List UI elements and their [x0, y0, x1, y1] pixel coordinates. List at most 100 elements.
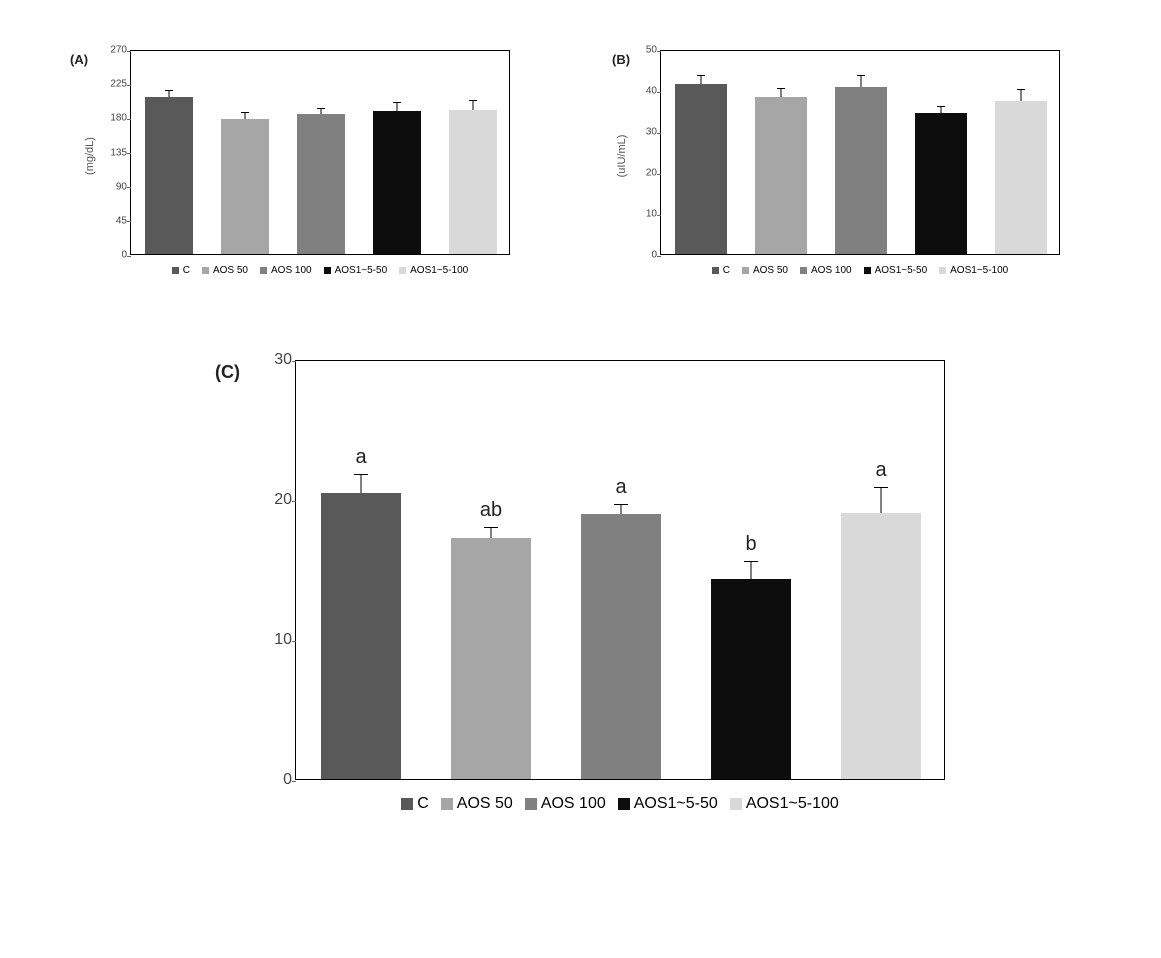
y-tick-label: 10: [274, 631, 296, 649]
y-tick-label: 0: [283, 771, 296, 789]
legend-swatch: [324, 267, 331, 274]
bar-c-1: [451, 538, 532, 779]
legend-item: AOS1~5-50: [618, 795, 718, 813]
bar-a-0: [145, 97, 192, 254]
legend-item: AOS1~5-50: [324, 265, 388, 276]
error-line: [361, 475, 362, 493]
legend-item: C: [401, 795, 429, 813]
significance-label: b: [745, 533, 756, 556]
error-line: [861, 76, 862, 87]
error-line: [941, 107, 942, 113]
significance-label: a: [355, 446, 366, 469]
legend-label: AOS 50: [213, 265, 248, 276]
legend-label: AOS1~5-100: [410, 265, 468, 276]
legend-swatch: [172, 267, 179, 274]
bar-a-2: [297, 114, 344, 254]
bar-c-3: [711, 579, 792, 779]
y-tick-label: 50: [646, 45, 661, 56]
panel-label-a: (A): [70, 52, 88, 67]
chart-a-plot-area: 04590135180225270: [130, 50, 510, 255]
legend-item: AOS 100: [525, 795, 606, 813]
legend-label: AOS1~5-100: [950, 265, 1008, 276]
legend-label: AOS 50: [753, 265, 788, 276]
bar-b-3: [915, 113, 966, 254]
legend-item: AOS 50: [742, 265, 788, 276]
error-cap: [354, 474, 368, 475]
bar-a-1: [221, 119, 268, 254]
legend-a: C AOS 50 AOS 100 AOS1~5-50 AOS1~5-100: [130, 265, 510, 276]
error-cap: [241, 112, 249, 113]
bar-c-2: [581, 514, 662, 779]
error-line: [881, 488, 882, 513]
error-line: [781, 89, 782, 97]
legend-swatch: [730, 798, 742, 810]
legend-label: AOS 50: [457, 795, 513, 813]
legend-swatch: [712, 267, 719, 274]
y-tick-label: 20: [274, 491, 296, 509]
legend-swatch: [939, 267, 946, 274]
legend-swatch: [399, 267, 406, 274]
error-cap: [614, 504, 628, 505]
bar-c-4: [841, 513, 922, 779]
error-line: [621, 505, 622, 515]
y-tick-label: 90: [116, 181, 131, 192]
legend-swatch: [401, 798, 413, 810]
error-line: [751, 562, 752, 579]
y-tick-label: 20: [646, 168, 661, 179]
y-tick-label: 270: [110, 45, 131, 56]
legend-item: AOS1~5-100: [730, 795, 839, 813]
legend-label: AOS 100: [271, 265, 312, 276]
legend-swatch: [800, 267, 807, 274]
legend-swatch: [525, 798, 537, 810]
error-line: [1021, 90, 1022, 101]
legend-c: C AOS 50 AOS 100 AOS1~5-50 AOS1~5-100: [255, 795, 985, 813]
error-cap: [777, 88, 785, 89]
y-tick-label: 180: [110, 113, 131, 124]
error-cap: [744, 561, 758, 562]
legend-swatch: [202, 267, 209, 274]
legend-label: AOS 100: [811, 265, 852, 276]
legend-item: C: [172, 265, 190, 276]
error-line: [491, 528, 492, 538]
legend-swatch: [260, 267, 267, 274]
error-cap: [317, 108, 325, 109]
legend-b: CAOS 50AOS 100AOS1~5-50AOS1~5-100: [660, 265, 1060, 276]
legend-item: C: [712, 265, 730, 276]
y-tick-label: 0: [121, 250, 131, 261]
y-tick-label: 135: [110, 147, 131, 158]
legend-item: AOS 100: [800, 265, 852, 276]
bar-b-0: [675, 84, 726, 254]
bar-c-0: [321, 493, 402, 779]
error-cap: [165, 90, 173, 91]
error-line: [245, 113, 246, 119]
legend-label: C: [183, 265, 190, 276]
legend-item: AOS1~5-100: [399, 265, 468, 276]
chart-c-plot-area: 0102030aababa: [295, 360, 945, 780]
bar-b-4: [995, 101, 1046, 254]
legend-label: AOS 100: [541, 795, 606, 813]
legend-label: AOS1~5-50: [634, 795, 718, 813]
error-line: [321, 109, 322, 114]
error-line: [473, 101, 474, 109]
y-tick-label: 30: [646, 127, 661, 138]
error-cap: [874, 487, 888, 488]
legend-swatch: [742, 267, 749, 274]
y-axis-title-b: (uIU/mL): [616, 126, 628, 186]
bar-a-3: [373, 111, 420, 254]
legend-item: AOS1~5-100: [939, 265, 1008, 276]
legend-item: AOS 50: [441, 795, 513, 813]
panel-label-b: (B): [612, 52, 630, 67]
legend-swatch: [864, 267, 871, 274]
significance-label: a: [875, 459, 886, 482]
error-cap: [857, 75, 865, 76]
bar-b-1: [755, 97, 806, 254]
y-tick-label: 45: [116, 215, 131, 226]
legend-label: C: [723, 265, 730, 276]
error-line: [169, 91, 170, 97]
chart-b-plot-area: 01020304050: [660, 50, 1060, 255]
bar-a-4: [449, 110, 496, 254]
error-cap: [937, 106, 945, 107]
legend-label: AOS1~5-50: [335, 265, 388, 276]
legend-label: C: [417, 795, 429, 813]
bar-b-2: [835, 87, 886, 254]
